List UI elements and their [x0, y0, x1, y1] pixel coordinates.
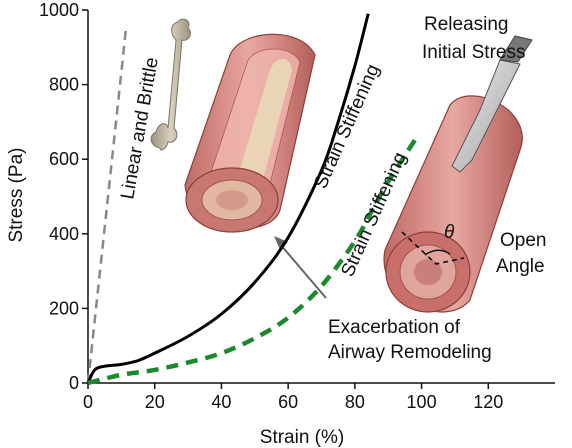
y-tick-label: 400 [49, 224, 79, 244]
data-curves [86, 13, 421, 386]
x-axis-title: Strain (%) [260, 427, 344, 448]
scalpel-icon [451, 35, 533, 173]
y-tick-label: 600 [49, 149, 79, 169]
x-tick-label: 100 [407, 392, 437, 412]
annotation-releasing: Releasing [424, 14, 509, 35]
opened-airway-icon [383, 95, 523, 313]
y-tick-label: 200 [49, 298, 79, 318]
remodeling-arrow [274, 236, 327, 299]
annotation-linear-brittle: Linear and Brittle [117, 56, 163, 201]
annotation-open: Open [500, 230, 546, 251]
remodeled-airway-curve [87, 133, 421, 386]
x-tick-label: 60 [278, 392, 298, 412]
x-tick-label: 0 [83, 392, 93, 412]
y-axis-title: Stress (Pa) [6, 147, 27, 242]
annotation-theta: θ [444, 222, 455, 243]
y-tick-label: 1000 [39, 0, 79, 20]
x-tick-label: 80 [345, 392, 365, 412]
y-tick-label: 800 [49, 75, 79, 95]
annotation-angle: Angle [496, 256, 545, 277]
axes [82, 9, 555, 389]
linear-brittle-curve [86, 24, 128, 384]
y-tick-label: 0 [69, 373, 79, 393]
annotation-strain-stiffening-black: Strain Stiffening [310, 61, 384, 192]
x-tick-label: 120 [473, 392, 503, 412]
x-tick-label: 40 [211, 392, 231, 412]
x-tick-label: 20 [145, 392, 165, 412]
airway-tube-icon [184, 33, 316, 233]
bone-icon [150, 18, 191, 151]
annotation-initial-stress: Initial Stress [422, 42, 525, 63]
annotation-exacerbation: Exacerbation of [328, 317, 461, 338]
annotation-airway-remodeling: Airway Remodeling [328, 342, 492, 363]
healthy-airway-curve [86, 13, 370, 384]
tick-labels: 0 20 40 60 80 100 120 0 200 400 600 800 1000 [39, 0, 503, 412]
